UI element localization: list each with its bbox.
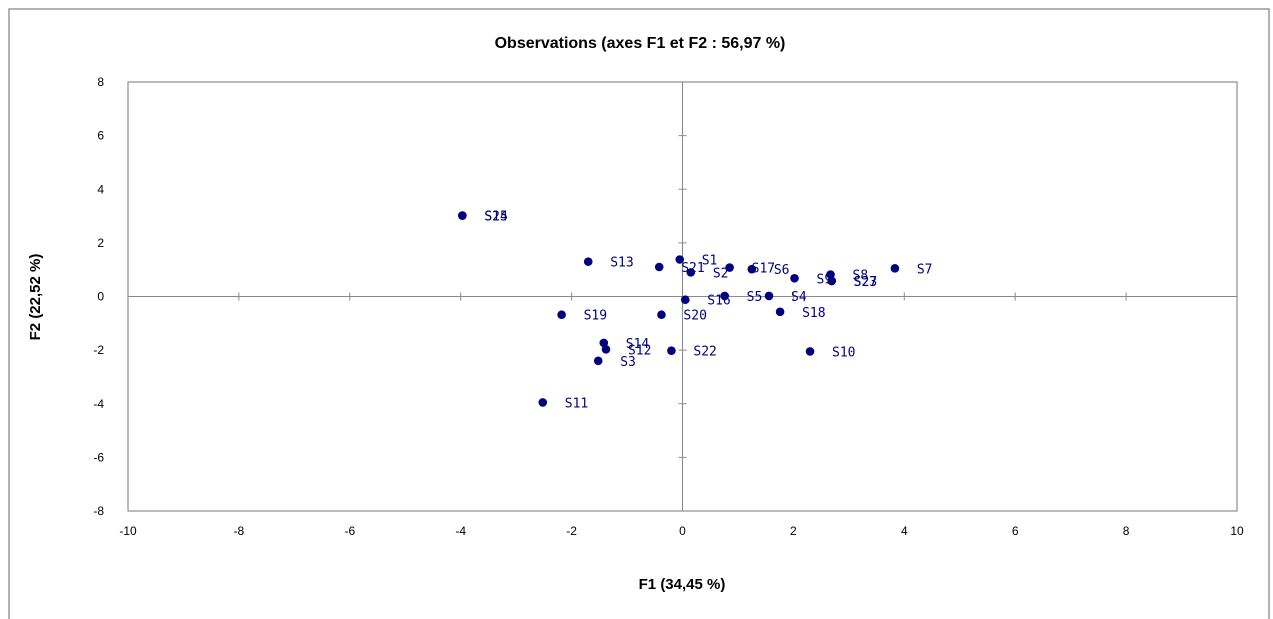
data-point-s22 xyxy=(667,346,676,355)
x-tick-label: 10 xyxy=(1230,524,1244,538)
x-tick-label: -8 xyxy=(234,524,245,538)
data-point-s8 xyxy=(826,270,835,279)
x-tick-label: -10 xyxy=(119,524,137,538)
point-label-s21: S21 xyxy=(681,261,704,276)
y-tick-label: -2 xyxy=(93,343,104,357)
point-label-s11: S11 xyxy=(565,396,588,411)
data-point-s7 xyxy=(890,264,900,273)
point-label-s1: S1 xyxy=(702,253,718,268)
data-point-s24 xyxy=(458,211,467,220)
point-label-s17: S17 xyxy=(752,262,775,277)
y-tick-label: 8 xyxy=(97,75,104,89)
y-axis-title: F2 (22,52 %) xyxy=(27,254,44,341)
data-point-s3 xyxy=(593,356,603,366)
x-tick-label: 6 xyxy=(1012,524,1019,538)
data-point-s20 xyxy=(657,310,666,320)
point-label-s23: S23 xyxy=(854,275,877,290)
data-point-s11 xyxy=(538,398,548,407)
chart-frame xyxy=(8,8,1270,619)
point-label-s19: S19 xyxy=(584,309,607,324)
point-label-s12: S12 xyxy=(628,343,651,358)
x-tick-label: 4 xyxy=(901,524,908,538)
point-label-s8: S8 xyxy=(853,269,869,284)
point-label-s3: S3 xyxy=(620,355,636,370)
data-point-s9 xyxy=(790,273,799,283)
data-point-s1 xyxy=(675,255,685,264)
axes-layer: -10 -8 -6 -4 -2 0 2 4 6 8 10 -8 -6 -4 -2 0 2 4 6 8 xyxy=(93,75,1244,538)
point-label-s4: S4 xyxy=(791,290,807,305)
point-label-s27: S27 xyxy=(854,275,877,290)
x-tick-label: -4 xyxy=(455,524,466,538)
data-points-layer xyxy=(458,211,900,407)
point-label-s20: S20 xyxy=(683,309,706,324)
chart-title: Observations (axes F1 et F2 : 56,97 %) xyxy=(495,35,786,52)
point-label-s18: S18 xyxy=(802,306,825,321)
point-label-s22: S22 xyxy=(693,345,716,360)
point-label-s24: S24 xyxy=(484,210,508,225)
data-point-s19 xyxy=(557,310,566,320)
data-point-s16 xyxy=(680,295,690,305)
y-tick-label: 2 xyxy=(97,236,104,250)
data-point-s13 xyxy=(583,257,593,266)
point-label-s16: S16 xyxy=(707,294,730,309)
data-point-s18 xyxy=(775,307,785,317)
y-tick-label: -6 xyxy=(93,450,104,464)
x-tick-label: 0 xyxy=(679,524,686,538)
y-tick-label: -4 xyxy=(93,397,104,411)
data-point-s21 xyxy=(654,262,664,272)
y-tick-label: 0 xyxy=(97,290,104,304)
data-point-s5 xyxy=(720,291,729,301)
point-label-s9: S9 xyxy=(817,272,833,287)
data-point-s14 xyxy=(599,338,609,348)
y-tick-label: 4 xyxy=(97,182,104,196)
y-tick-label: -8 xyxy=(93,504,104,518)
x-axis-title: F1 (34,45 %) xyxy=(639,576,726,593)
data-point-s4 xyxy=(764,291,774,301)
data-point-s10 xyxy=(805,347,815,356)
data-point-s27 xyxy=(827,276,836,286)
point-label-s15: S15 xyxy=(484,210,507,225)
data-point-s17 xyxy=(725,263,734,272)
x-tick-label: 8 xyxy=(1123,524,1130,538)
x-tick-label: -6 xyxy=(344,524,355,538)
point-label-s7: S7 xyxy=(917,262,933,277)
x-tick-label: -2 xyxy=(566,524,577,538)
data-point-s6 xyxy=(747,264,757,274)
point-label-s10: S10 xyxy=(832,345,855,360)
point-label-s6: S6 xyxy=(774,263,790,278)
point-label-s13: S13 xyxy=(610,256,633,271)
y-tick-label: 6 xyxy=(97,129,104,143)
data-point-s2 xyxy=(686,268,696,277)
point-label-s14: S14 xyxy=(626,337,650,352)
point-label-s5: S5 xyxy=(747,290,763,305)
x-tick-label: 2 xyxy=(790,524,797,538)
point-label-s2: S2 xyxy=(713,266,729,281)
